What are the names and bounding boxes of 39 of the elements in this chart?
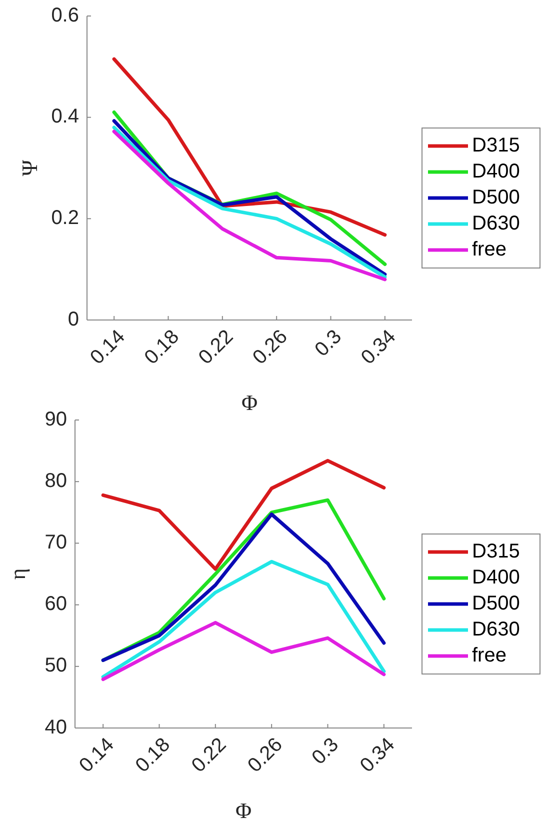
- y-tick-label: 0.4: [51, 106, 79, 128]
- legend-label: D315: [472, 540, 520, 562]
- x-tick-label: 0.14: [86, 326, 130, 369]
- legend-label: free: [472, 238, 506, 260]
- y-tick-label: 0.2: [51, 206, 79, 229]
- y-tick-label: 0.6: [51, 4, 79, 26]
- x-tick-label: 0.34: [357, 326, 400, 369]
- legend-label: D400: [472, 160, 520, 182]
- x-tick-label: 0.22: [194, 326, 238, 369]
- x-axis-title: Φ: [241, 390, 258, 415]
- x-tick-label: 0.26: [244, 734, 287, 777]
- y-tick-label: 0: [68, 308, 79, 330]
- y-tick-label: 70: [44, 531, 67, 554]
- y-tick-label: 90: [44, 408, 67, 430]
- line-series: [101, 560, 386, 679]
- y-tick-label: 60: [44, 593, 67, 616]
- legend-label: free: [472, 644, 506, 666]
- legend-label: D630: [472, 618, 520, 640]
- x-tick-label: 0.14: [75, 734, 118, 777]
- y-tick-label: 50: [44, 654, 67, 677]
- legend-label: D400: [472, 566, 520, 588]
- x-tick-label: 0.18: [140, 326, 184, 369]
- x-tick-label: 0.26: [248, 326, 292, 369]
- x-axis-title: Φ: [235, 798, 252, 823]
- legend-label: D315: [472, 134, 520, 156]
- line-series: [101, 620, 386, 682]
- line-series: [101, 458, 386, 571]
- y-axis-title: Ψ: [17, 159, 42, 176]
- y-tick-label: 80: [44, 470, 67, 492]
- y-axis-title: η: [5, 568, 30, 580]
- legend-label: D500: [472, 592, 520, 614]
- legend-label: D630: [472, 212, 520, 234]
- x-tick-label: 0.18: [131, 734, 175, 777]
- x-tick-label: 0.3: [310, 326, 346, 361]
- x-tick-label: 0.34: [356, 734, 400, 777]
- legend-label: D500: [472, 186, 520, 208]
- y-tick-label: 40: [44, 716, 67, 738]
- x-tick-label: 0.22: [188, 734, 231, 777]
- x-tick-label: 0.3: [308, 734, 344, 769]
